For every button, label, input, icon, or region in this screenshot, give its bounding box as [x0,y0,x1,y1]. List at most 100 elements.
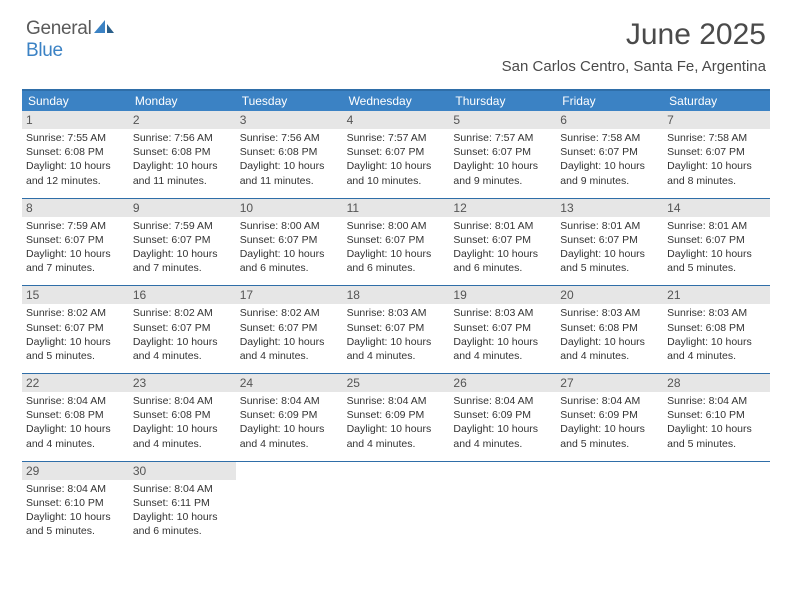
sunset-text: Sunset: 6:07 PM [667,233,766,247]
day-number: 9 [129,199,236,217]
sunrise-text: Sunrise: 8:02 AM [26,306,125,320]
day-cell: 8Sunrise: 7:59 AMSunset: 6:07 PMDaylight… [22,199,129,276]
weekday-header: Friday [556,91,663,111]
day-cell: 29Sunrise: 8:04 AMSunset: 6:10 PMDayligh… [22,462,129,539]
day-number: 10 [236,199,343,217]
sunrise-text: Sunrise: 7:59 AM [26,219,125,233]
sunset-text: Sunset: 6:11 PM [133,496,232,510]
sunset-text: Sunset: 6:08 PM [560,321,659,335]
day-number: 27 [556,374,663,392]
day-number: 15 [22,286,129,304]
sunrise-text: Sunrise: 7:59 AM [133,219,232,233]
day-number: 18 [343,286,450,304]
daylight-text: Daylight: 10 hours and 10 minutes. [347,159,446,187]
daylight-text: Daylight: 10 hours and 7 minutes. [26,247,125,275]
day-number: 16 [129,286,236,304]
day-number: 26 [449,374,556,392]
daylight-text: Daylight: 10 hours and 4 minutes. [240,335,339,363]
daylight-text: Daylight: 10 hours and 4 minutes. [560,335,659,363]
day-cell: 24 Sunrise: 8:04 AMSunset: 6:09 PMDayligh… [236,374,343,451]
day-cell: 2Sunrise: 7:56 AMSunset: 6:08 PMDaylight… [129,111,236,188]
day-cell: 17Sunrise: 8:02 AMSunset: 6:07 PMDayligh… [236,286,343,363]
day-number: 23 [129,374,236,392]
sunset-text: Sunset: 6:07 PM [667,145,766,159]
daylight-text: Daylight: 10 hours and 4 minutes. [347,335,446,363]
day-number: 7 [663,111,770,129]
sunrise-text: Sunrise: 7:58 AM [667,131,766,145]
day-number: 24 [236,374,343,392]
day-cell: 3Sunrise: 7:56 AMSunset: 6:08 PMDaylight… [236,111,343,188]
daylight-text: Daylight: 10 hours and 4 minutes. [26,422,125,450]
sunrise-text: Sunrise: 8:02 AM [133,306,232,320]
sunrise-text: Sunrise: 8:04 AM [26,482,125,496]
sunset-text: Sunset: 6:08 PM [240,145,339,159]
day-cell: 12Sunrise: 8:01 AMSunset: 6:07 PMDayligh… [449,199,556,276]
daylight-text: Daylight: 10 hours and 5 minutes. [26,510,125,538]
sunrise-text: Sunrise: 8:03 AM [560,306,659,320]
day-cell: 4Sunrise: 7:57 AMSunset: 6:07 PMDaylight… [343,111,450,188]
week-row: 22Sunrise: 8:04 AMSunset: 6:08 PMDayligh… [22,374,770,462]
day-cell: 19Sunrise: 8:03 AMSunset: 6:07 PMDayligh… [449,286,556,363]
weekday-header: Monday [129,91,236,111]
day-number: 28 [663,374,770,392]
sunrise-text: Sunrise: 8:03 AM [667,306,766,320]
weekday-header: Thursday [449,91,556,111]
week-row: 29Sunrise: 8:04 AMSunset: 6:10 PMDayligh… [22,462,770,549]
empty-cell [236,462,343,539]
sunrise-text: Sunrise: 8:00 AM [240,219,339,233]
sunset-text: Sunset: 6:09 PM [453,408,552,422]
day-cell: 28Sunrise: 8:04 AMSunset: 6:10 PMDayligh… [663,374,770,451]
weekday-header: Wednesday [343,91,450,111]
sunrise-text: Sunrise: 8:02 AM [240,306,339,320]
sunrise-text: Sunrise: 8:04 AM [133,394,232,408]
brand-text-2: Blue [26,40,63,61]
sunset-text: Sunset: 6:09 PM [240,408,339,422]
brand-sail-icon [94,20,114,34]
weekday-header: Tuesday [236,91,343,111]
empty-cell [556,462,663,539]
sunset-text: Sunset: 6:07 PM [453,233,552,247]
day-number: 1 [22,111,129,129]
daylight-text: Daylight: 10 hours and 11 minutes. [133,159,232,187]
day-number: 14 [663,199,770,217]
day-number: 20 [556,286,663,304]
weekday-header: Sunday [22,91,129,111]
daylight-text: Daylight: 10 hours and 4 minutes. [453,422,552,450]
sunset-text: Sunset: 6:07 PM [347,321,446,335]
sunset-text: Sunset: 6:09 PM [560,408,659,422]
day-cell: 6Sunrise: 7:58 AMSunset: 6:07 PMDaylight… [556,111,663,188]
daylight-text: Daylight: 10 hours and 12 minutes. [26,159,125,187]
sunset-text: Sunset: 6:07 PM [453,145,552,159]
sunrise-text: Sunrise: 8:00 AM [347,219,446,233]
sunrise-text: Sunrise: 8:04 AM [240,394,339,408]
sunrise-text: Sunrise: 8:04 AM [347,394,446,408]
page-header: General Blue June 2025 San Carlos Centro… [0,0,792,81]
day-number: 21 [663,286,770,304]
daylight-text: Daylight: 10 hours and 5 minutes. [560,247,659,275]
day-number: 17 [236,286,343,304]
day-cell: 22Sunrise: 8:04 AMSunset: 6:08 PMDayligh… [22,374,129,451]
empty-cell [449,462,556,539]
sunrise-text: Sunrise: 8:04 AM [667,394,766,408]
daylight-text: Daylight: 10 hours and 5 minutes. [560,422,659,450]
daylight-text: Daylight: 10 hours and 4 minutes. [347,422,446,450]
daylight-text: Daylight: 10 hours and 4 minutes. [133,422,232,450]
day-cell: 20 Sunrise: 8:03 AMSunset: 6:08 PMDayligh… [556,286,663,363]
daylight-text: Daylight: 10 hours and 4 minutes. [240,422,339,450]
day-number: 22 [22,374,129,392]
sunset-text: Sunset: 6:08 PM [133,145,232,159]
daylight-text: Daylight: 10 hours and 4 minutes. [133,335,232,363]
day-cell: 1Sunrise: 7:55 AMSunset: 6:08 PMDaylight… [22,111,129,188]
sunrise-text: Sunrise: 8:01 AM [667,219,766,233]
daylight-text: Daylight: 10 hours and 4 minutes. [453,335,552,363]
daylight-text: Daylight: 10 hours and 9 minutes. [560,159,659,187]
daylight-text: Daylight: 10 hours and 5 minutes. [667,422,766,450]
sunrise-text: Sunrise: 8:01 AM [560,219,659,233]
day-number: 2 [129,111,236,129]
sunset-text: Sunset: 6:10 PM [26,496,125,510]
day-cell: 10Sunrise: 8:00 AMSunset: 6:07 PMDayligh… [236,199,343,276]
daylight-text: Daylight: 10 hours and 5 minutes. [26,335,125,363]
sunset-text: Sunset: 6:07 PM [347,233,446,247]
sunrise-text: Sunrise: 7:55 AM [26,131,125,145]
sunrise-text: Sunrise: 8:04 AM [133,482,232,496]
